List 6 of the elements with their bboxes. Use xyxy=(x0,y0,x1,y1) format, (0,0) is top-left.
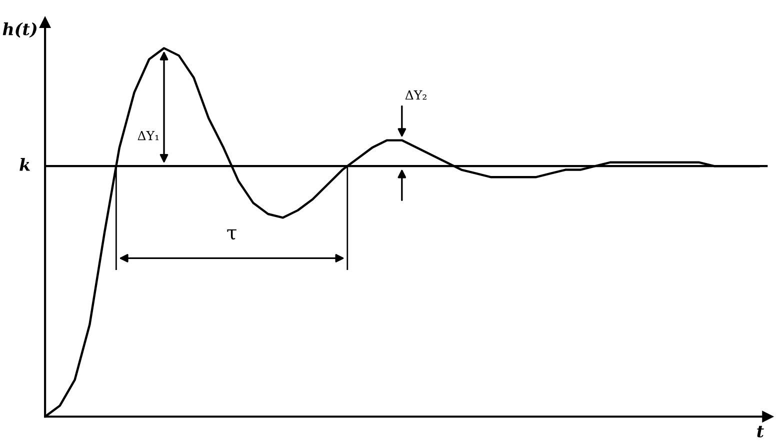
x-axis-title: t xyxy=(757,426,764,438)
annotation: ΔY₂ xyxy=(405,90,426,100)
y-axis-title: h(t) xyxy=(2,22,36,38)
ref-line-label: k xyxy=(20,158,30,171)
annotation: ΔY₁ xyxy=(138,130,159,140)
annotation: τ xyxy=(227,229,236,240)
